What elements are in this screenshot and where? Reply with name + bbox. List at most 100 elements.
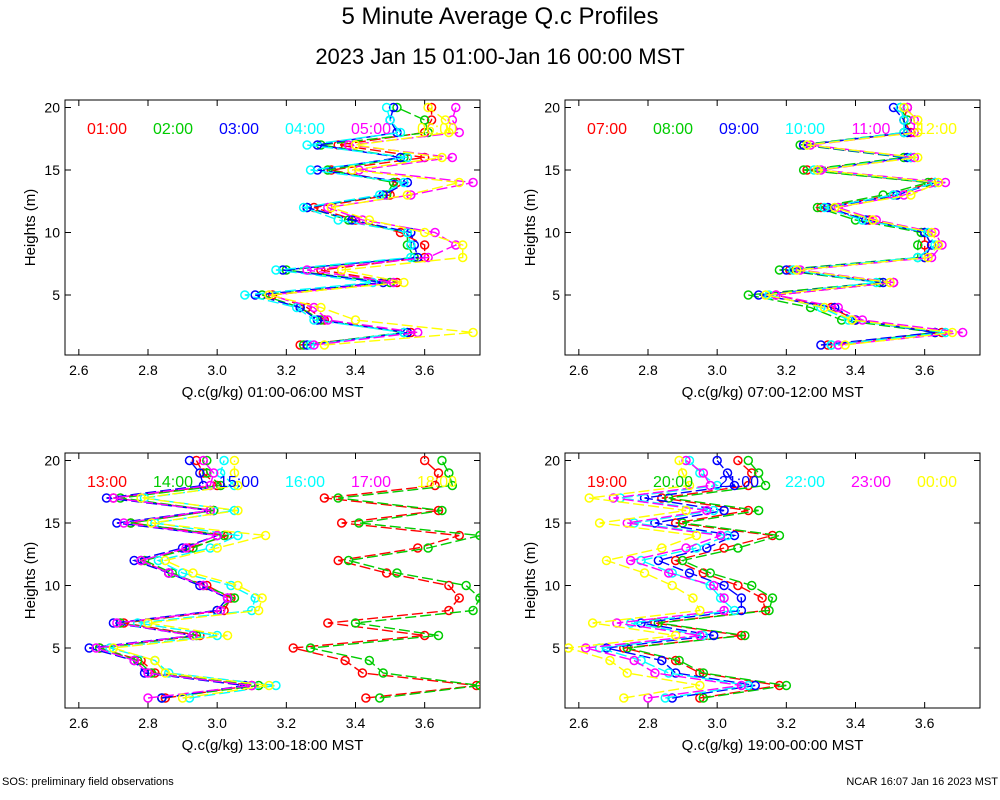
data-point-23:00 [629,655,639,666]
data-point-05:00 [357,215,368,225]
plot-frame [564,99,981,356]
data-point-00:00 [681,505,691,516]
y-tick-label: 15 [44,515,60,531]
legend-entry-16:00: 16:00 [285,474,325,491]
data-point-06:00 [402,190,413,200]
data-point-18:00 [160,555,171,566]
y-tick-label: 5 [552,640,560,656]
data-point-04:00 [298,202,309,213]
data-point-21:00 [729,480,740,491]
data-point-06:00 [326,202,337,213]
series-line-10:00 [768,107,946,346]
series-line-17:00 [95,460,252,699]
data-point-09:00 [888,102,899,113]
data-point-12:00 [947,327,958,338]
data-point-04:00 [385,115,395,125]
data-point-22:00 [708,505,719,516]
data-point-17:00b [419,455,430,466]
data-point-18:00b [364,655,375,666]
data-point-00:00 [565,643,574,653]
data-point-23:00 [698,468,709,478]
data-point-19:00 [719,543,729,553]
data-point-22:00 [684,455,695,466]
data-point-01:00 [426,102,437,113]
data-point-17:00b [454,593,464,603]
data-point-22:00 [695,468,705,478]
data-point-04:00 [399,327,409,338]
data-point-04:00 [291,302,302,313]
legend-entry-07:00: 07:00 [587,121,627,138]
legend-entry-15:00: 15:00 [219,474,259,491]
data-point-19:00 [767,530,778,541]
data-point-19:00 [670,518,681,528]
data-point-21:00 [684,568,695,578]
data-point-00:00 [639,568,650,578]
x-tick-label: 3.0 [707,362,727,378]
data-point-06:00 [444,127,454,138]
series-line-20:00 [627,460,787,699]
x-tick-label: 2.8 [138,362,158,378]
series-line-23:00 [585,459,742,699]
data-point-21:00 [750,680,760,691]
data-point-06:00 [399,277,409,288]
legend-entry-11:00: 11:00 [852,121,891,138]
y-tick-label: 15 [544,162,560,178]
data-point-19:00 [670,555,681,566]
data-point-10:00 [913,252,923,263]
x-tick-label: 3.6 [915,362,935,378]
y-tick-label: 20 [44,453,60,469]
data-point-21:00 [719,505,729,516]
data-point-20:00 [740,630,750,641]
footer-timestamp: NCAR 16:07 Jan 16 2023 MST [846,776,998,788]
chart-subtitle: 2023 Jan 15 01:00-Jan 16 00:00 MST [315,44,685,69]
data-point-17:00b [471,680,480,691]
data-point-02:00 [316,140,326,150]
x-tick-label: 3.6 [915,715,935,731]
legend-entry-09:00: 09:00 [719,121,759,138]
legend-entry-20:00: 20:00 [653,474,693,491]
data-point-19:00 [733,455,743,466]
x-axis-label: Q.c(g/kg) 19:00-00:00 MST [682,737,864,754]
data-point-21:00 [712,455,722,466]
x-tick-label: 3.2 [777,715,797,731]
data-point-23:00 [664,568,674,578]
data-point-11:00 [909,152,920,163]
x-tick-label: 2.8 [638,715,658,731]
x-tick-label: 3.4 [846,362,866,378]
data-point-06:00 [457,252,468,263]
data-point-18:00 [233,505,243,516]
data-point-08:00 [913,240,923,250]
data-point-17:00b [444,605,454,616]
data-point-10:00 [899,115,909,125]
legend-entry-19:00: 19:00 [587,474,627,491]
data-point-00:00 [677,468,688,478]
data-point-20:00 [747,580,757,591]
data-point-23:00 [625,555,636,566]
series-line-18:00 [113,460,270,699]
data-point-20:00 [774,530,785,541]
data-point-18:00 [212,543,222,553]
series-group [743,102,968,350]
data-point-05:00 [468,177,478,188]
chart-title: 5 Minute Average Q.c Profiles [341,3,659,30]
legend-entry-12:00: 12:00 [917,121,957,138]
data-point-05:00 [451,240,461,250]
legend-entry-02:00: 02:00 [153,121,193,138]
data-point-09:00 [816,340,826,350]
data-point-04:00 [406,252,416,263]
data-point-17:00b [288,643,298,653]
data-point-18:00 [233,580,243,591]
data-point-17:00 [181,543,191,553]
data-point-01:00 [419,240,430,250]
data-point-08:00 [874,277,885,288]
data-point-17:00b [381,568,392,578]
data-point-17:00b [319,493,330,503]
data-point-22:00 [743,680,754,691]
series-line-04:00 [244,107,412,346]
data-point-20:00 [753,468,764,478]
data-point-03:00 [347,215,357,225]
data-point-04:00 [381,102,392,113]
data-point-18:00b [437,505,447,516]
legend-entry-08:00: 08:00 [653,121,693,138]
data-point-18:00b [378,668,388,678]
